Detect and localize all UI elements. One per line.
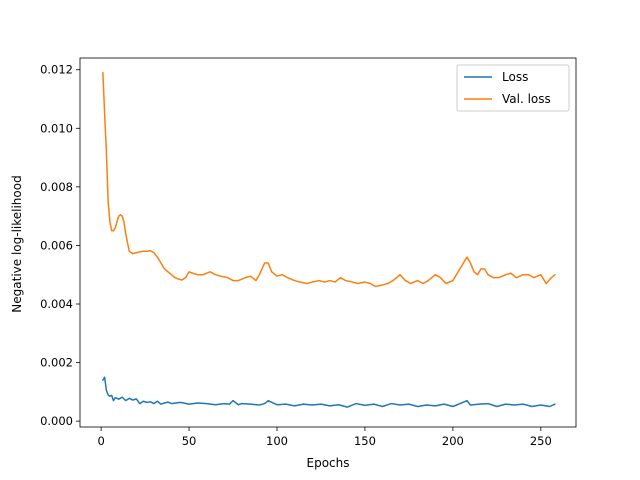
x-tick-label: 200 bbox=[442, 434, 464, 448]
y-axis: 0.000 0.002 0.004 0.006 0.008 0.010 0.012 bbox=[40, 63, 80, 428]
series-line-loss bbox=[102, 376, 556, 408]
series-line-val-loss bbox=[102, 71, 556, 288]
y-axis-label: Negative log-likelihood bbox=[10, 175, 24, 312]
x-tick-label: 150 bbox=[354, 434, 376, 448]
y-tick-label: 0.000 bbox=[40, 414, 73, 428]
y-tick-label: 0.004 bbox=[40, 297, 73, 311]
y-tick-label: 0.006 bbox=[40, 238, 73, 252]
y-tick-label: 0.002 bbox=[40, 356, 73, 370]
axes-frame bbox=[79, 57, 577, 428]
legend-label-val-loss: Val. loss bbox=[502, 92, 551, 106]
legend: Loss Val. loss bbox=[456, 64, 570, 112]
x-tick-label: 100 bbox=[266, 434, 288, 448]
y-tick-label: 0.010 bbox=[40, 121, 73, 135]
x-axis-label: Epochs bbox=[307, 456, 350, 470]
x-axis: 0 50 100 150 200 250 bbox=[97, 427, 552, 448]
y-tick-label: 0.012 bbox=[40, 63, 73, 77]
legend-label-loss: Loss bbox=[502, 70, 528, 84]
plot-area bbox=[79, 57, 577, 428]
x-tick-label: 250 bbox=[530, 434, 552, 448]
x-tick-label: 0 bbox=[97, 434, 104, 448]
y-tick-label: 0.008 bbox=[40, 180, 73, 194]
x-tick-label: 50 bbox=[182, 434, 197, 448]
